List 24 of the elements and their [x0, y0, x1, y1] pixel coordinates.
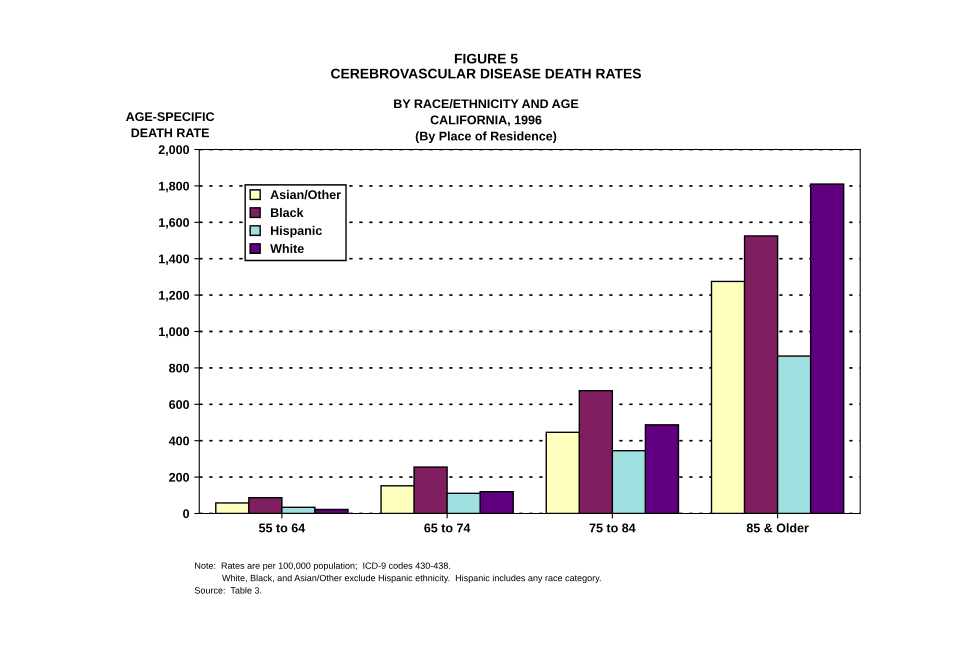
- x-tick-label: 65 to 74: [424, 524, 470, 532]
- y-tick-label: 400: [168, 436, 190, 446]
- text: Note: Rates are per 100,000 population; ICD-9 codes 430-438. White, Black, and Asian/Other exclude Hispanic ethnicity. Hispanic includes any race category.: [195, 562, 601, 584]
- y-tick-label: 1,800: [159, 182, 190, 192]
- chart-subtitle: BY RACE/ETHNICITY AND AGE CALIFORNIA, 1996 (By Place of Residence): [394, 98, 578, 143]
- y-axis-title: AGE-SPECIFIC DEATH RATE: [126, 112, 214, 138]
- y-tick-label: 1,200: [159, 290, 190, 302]
- y-tick-label: 1,000: [159, 327, 190, 338]
- chart-title: FIGURE 5 CEREBROVASCULAR DISEASE DEATH RATES: [331, 54, 641, 79]
- x-tick-label: 55 to 64: [258, 524, 306, 532]
- y-tick-label: 800: [169, 364, 190, 373]
- legend-label: Black: [271, 208, 304, 218]
- y-tick-label: 600: [169, 400, 190, 409]
- y-tick-label: 2,000: [158, 145, 190, 156]
- y-tick-label: 1,400: [159, 254, 190, 266]
- legend-label: White: [270, 244, 304, 254]
- source-note: Source: Table 3.: [194, 586, 262, 594]
- legend-label: Asian/Other: [270, 190, 341, 200]
- x-tick-label: 75 to 84: [590, 524, 636, 532]
- legend-label: Hispanic: [271, 226, 322, 238]
- x-tick-label: 85 & Older: [746, 523, 809, 532]
- y-tick-label: 1,600: [159, 218, 190, 229]
- y-tick-label: 0: [183, 509, 190, 518]
- y-tick-label: 200: [169, 472, 190, 482]
